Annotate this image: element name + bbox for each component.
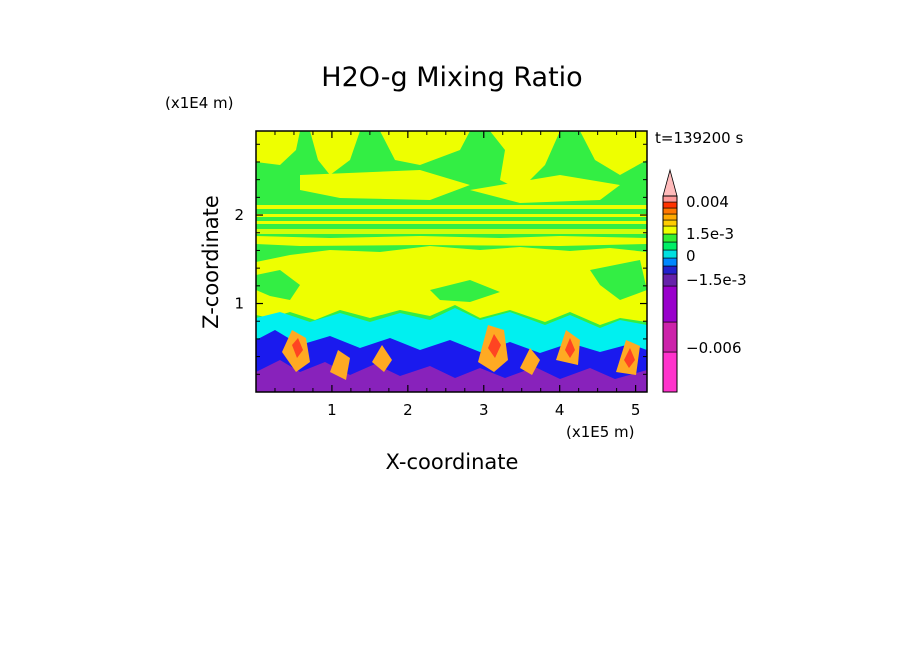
colorbar-segment [662, 241, 678, 251]
colorbar-segment [662, 213, 678, 221]
colorbar-labels: 0.004 1.5e-3 0 −1.5e-3 −0.006 [686, 193, 747, 357]
colorbar-segment [662, 207, 678, 215]
x-tick-label: 3 [479, 401, 489, 419]
x-axis-ticks: 1 2 3 4 5 [274, 131, 641, 419]
y-axis-label: Z-coordinate [199, 195, 223, 329]
colorbar-arrow [662, 168, 678, 197]
colorbar-segment [662, 219, 678, 227]
time-label: t=139200 s [655, 129, 743, 147]
x-tick-label: 2 [403, 401, 413, 419]
x-tick-label: 4 [555, 401, 565, 419]
y-tick-label: 2 [234, 206, 244, 224]
colorbar-segment [662, 249, 678, 259]
colorbar-frame [662, 195, 678, 393]
x-tick-label: 5 [631, 401, 641, 419]
colorbar-segment [662, 195, 678, 203]
colorbar [662, 168, 678, 393]
colorbar-segment [662, 257, 678, 267]
x-tick-label: 1 [327, 401, 337, 419]
x-unit-label: (x1E5 m) [566, 423, 635, 441]
colorbar-segment [662, 201, 678, 209]
colorbar-label: 0 [686, 247, 696, 265]
y-axis-ticks: 12 [234, 143, 647, 375]
colorbar-label: 1.5e-3 [686, 225, 734, 243]
contour-field [256, 131, 647, 392]
x-axis-label: X-coordinate [386, 450, 519, 474]
colorbar-label: 0.004 [686, 193, 729, 211]
colorbar-segment [662, 265, 678, 275]
colorbar-segment [662, 351, 678, 393]
plot-frame [255, 130, 648, 393]
colorbar-segment [662, 285, 678, 323]
y-tick-label: 1 [234, 295, 244, 313]
colorbar-label: −1.5e-3 [686, 271, 747, 289]
colorbar-segment [662, 321, 678, 353]
colorbar-segment [662, 225, 678, 235]
colorbar-segment [662, 273, 678, 287]
y-unit-label: (x1E4 m) [165, 94, 234, 112]
colorbar-label: −0.006 [686, 339, 742, 357]
colorbar-segment [662, 233, 678, 243]
chart-title: H2O-g Mixing Ratio [321, 62, 582, 93]
